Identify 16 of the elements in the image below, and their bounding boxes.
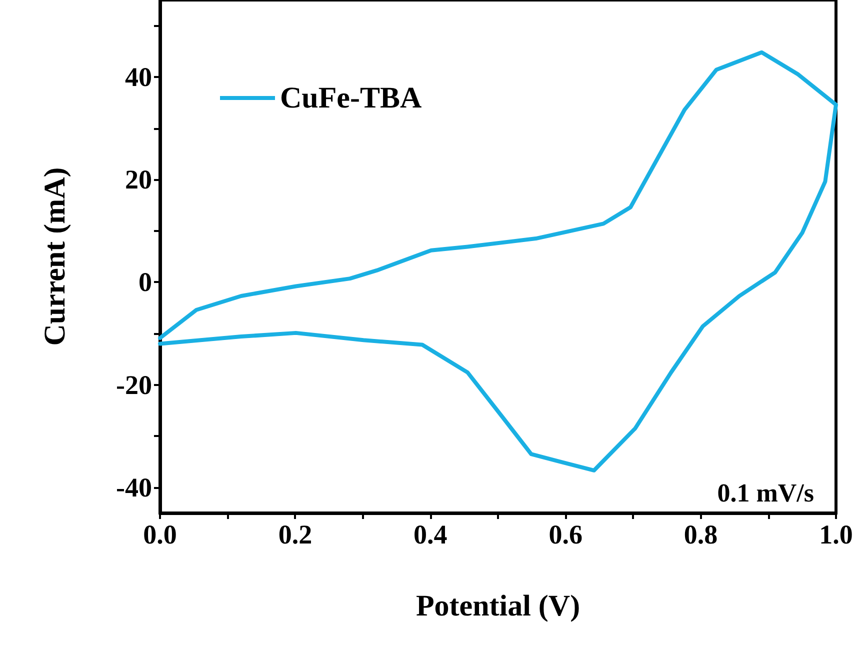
y-axis-title: Current (mA): [38, 167, 72, 346]
x-tick-label: 0.4: [414, 520, 448, 550]
x-axis-title: Potential (V): [416, 590, 580, 622]
x-tick-label: 1.0: [819, 520, 853, 550]
y-tick-label: 0: [138, 267, 152, 298]
y-tick-label: -20: [116, 370, 152, 400]
y-tick-label: -40: [116, 472, 152, 502]
legend-label: CuFe-TBA: [280, 82, 422, 114]
x-tick-label: 0.2: [278, 520, 312, 550]
x-tick-label: 0.8: [684, 520, 718, 550]
y-tick-label: 40: [125, 62, 152, 92]
x-tick-label: 0.0: [143, 520, 177, 550]
annotation: 0.1 mV/s: [717, 478, 814, 508]
x-tick-label: 0.6: [548, 520, 582, 550]
y-tick-label: 20: [125, 164, 152, 195]
line-series: [158, 50, 838, 472]
